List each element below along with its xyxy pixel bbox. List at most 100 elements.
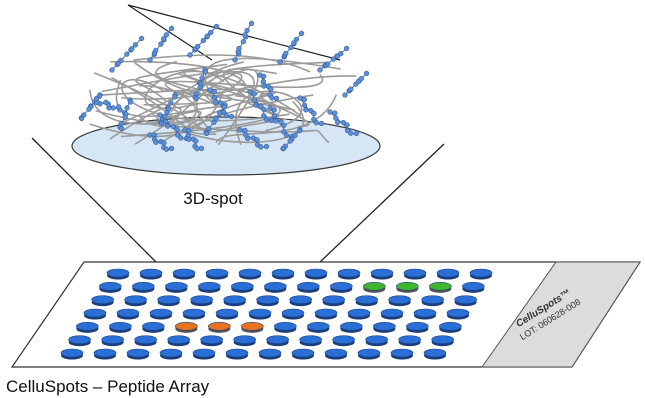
peptide-chain [93,95,123,113]
peptide-bead [342,92,348,98]
peptide-spot [172,268,196,280]
peptide-spot [271,268,295,280]
peptide-spot [421,295,444,307]
peptide-spot [124,295,147,307]
peptide-spot [388,295,411,307]
peptide-chain [187,23,220,58]
peptide-bead [86,106,92,112]
peptide-chains [78,20,370,152]
peptide-bead [291,40,297,46]
peptide-spot [205,268,229,280]
peptide-bead [161,36,167,42]
peptide-bead [147,57,153,63]
peptide-bead [353,130,360,137]
peptide-bead [187,52,193,58]
peptide-spot [347,308,371,320]
peptide-chain [117,97,134,132]
peptide-spot [215,308,239,320]
peptide-spot [357,348,381,360]
peptide-bead [165,123,171,129]
peptide-bead [178,135,184,141]
peptide-spot [101,335,124,347]
peptide-bead [174,132,181,138]
peptide-bead [281,129,287,135]
peptide-bead [335,119,341,125]
peptide-bead [162,113,168,119]
peptide-bead [261,113,267,119]
peptide-bead [211,94,218,101]
peptide-spot [446,308,470,320]
peptide-spot [304,268,328,280]
peptide-spot [200,335,223,347]
peptide-spot [314,308,338,320]
peptide-bead [247,89,253,95]
slide-label-strip [481,261,641,368]
peptide-bead [172,94,178,100]
peptide-bead [273,95,280,102]
peptide-spot [248,308,272,320]
cellulose-fiber [204,57,341,108]
peptide-spot [231,282,254,293]
peptide-spot [106,268,130,280]
peptide-spot [396,282,419,293]
peptide-bead [193,138,199,144]
peptide-spot [182,308,206,320]
peptide-spot [340,322,363,333]
peptide-bead [280,145,287,152]
peptide-spot [469,268,493,280]
peptide-spot [223,295,246,307]
peptide-bead [244,27,250,34]
cellulose-fiber [111,77,314,129]
peptide-bead [118,57,124,64]
peptide-chain [327,109,360,137]
peptide-chain [297,95,325,127]
peptide-bead [271,107,277,113]
peptide-bead [163,32,170,38]
peptide-bead [203,130,210,137]
cellulose-fiber [164,72,296,111]
peptide-spot [258,348,282,360]
peptide-bead [283,50,289,57]
peptide-spot [431,335,454,347]
peptide-bead [293,36,300,43]
peptide-bead [161,140,167,146]
cellulose-fiber-network [89,54,357,145]
peptide-bead [242,32,248,38]
peptide-chain [342,70,370,98]
peptide-bead [288,44,294,51]
peptide-spot [208,322,231,333]
peptide-bead [283,132,290,139]
peptide-spot [91,295,114,307]
cellulose-fiber [259,92,310,128]
peptide-spot [289,295,312,307]
peptide-bead [163,146,170,152]
peptide-spot [134,335,157,347]
cellulose-fiber [138,110,202,127]
peptide-spot [264,282,287,293]
peptide-spot [332,335,355,347]
array-title: CelluSpots – Peptide Array [6,377,210,396]
peptide-bead [363,70,370,77]
peptide-spot [256,295,279,307]
peptide-spot [159,348,183,360]
peptide-spot [370,268,394,280]
peptide-chain [182,127,205,152]
peptide-spot [297,282,320,293]
peptide-spot [68,335,91,347]
peptide-bead [174,126,180,132]
peptide-spot [413,308,437,320]
peptide-spot [165,282,188,293]
peptide-spot [403,268,427,280]
cellulose-fiber [94,72,287,134]
peptide-bead [118,125,125,132]
peptide-bead [261,83,267,89]
peptide-bead [124,105,130,111]
peptide-bead [164,109,170,115]
peptide-bead [343,45,350,52]
peptide-bead [251,97,258,103]
peptide-bead [296,128,303,134]
peptide-bead [199,75,205,81]
peptide-chain [147,25,175,63]
peptide-spot [380,308,404,320]
peptide-bead [273,118,279,124]
